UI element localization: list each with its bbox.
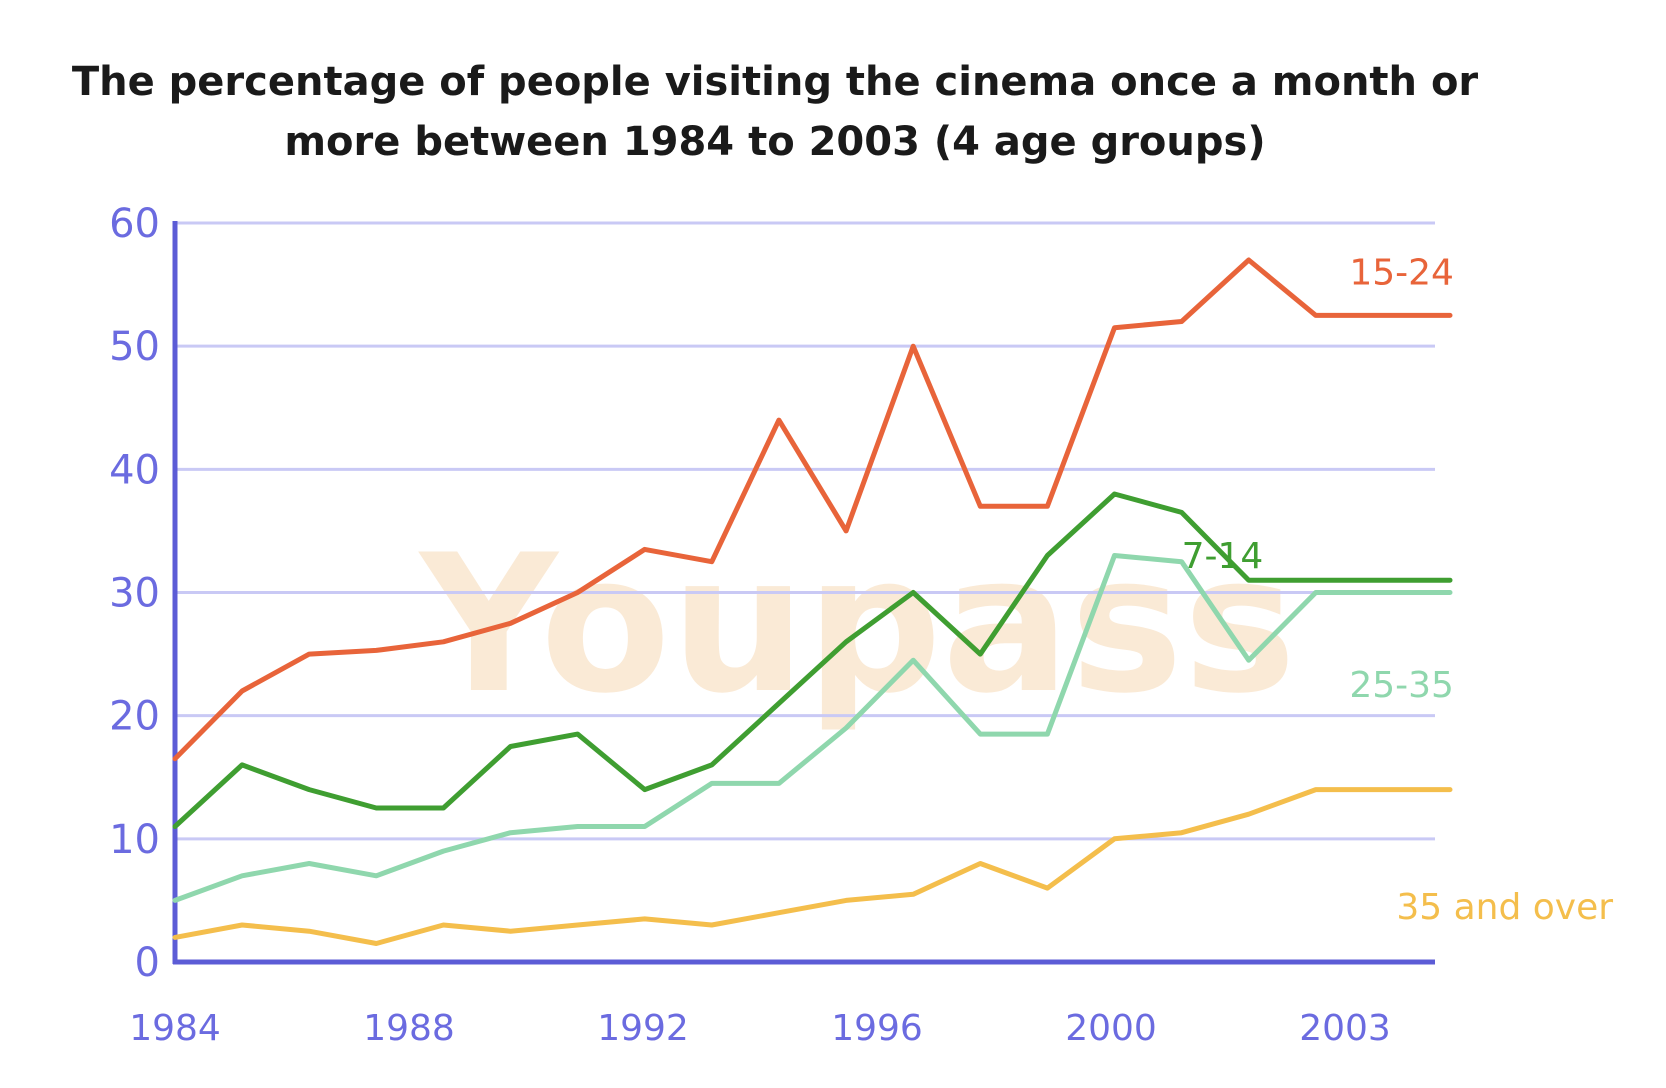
chart-title-line-2: more between 1984 to 2003 (4 age groups) — [284, 119, 1266, 165]
y-tick-label: 0 — [135, 940, 160, 986]
series-line-7-14 — [172, 491, 1453, 829]
x-tick-label: 2003 — [1299, 1008, 1391, 1049]
series-line-15-24 — [172, 257, 1453, 762]
y-tick-label: 20 — [109, 694, 160, 740]
series-label-25-35: 25-35 — [1349, 665, 1454, 706]
series-line-35-and-over — [172, 787, 1453, 946]
y-tick-label: 10 — [109, 817, 160, 863]
series-line-25-35 — [172, 553, 1453, 903]
series-label-7-14: 7-14 — [1182, 536, 1264, 577]
x-tick-label: 2000 — [1065, 1008, 1157, 1049]
x-tick-label: 1996 — [831, 1008, 923, 1049]
y-tick-label: 50 — [109, 324, 160, 370]
y-tick-label: 40 — [109, 447, 160, 493]
y-tick-label: 30 — [109, 571, 160, 617]
x-tick-label: 1988 — [363, 1008, 455, 1049]
x-tick-label: 1992 — [597, 1008, 689, 1049]
watermark-text: Youpass — [418, 514, 1296, 735]
series-label-15-24: 15-24 — [1349, 253, 1454, 294]
y-tick-label: 60 — [109, 201, 160, 247]
x-tick-label: 1984 — [129, 1008, 221, 1049]
chart-title-line-1: The percentage of people visiting the ci… — [71, 59, 1479, 105]
series-label-35-and-over: 35 and over — [1396, 887, 1613, 928]
chart-title: The percentage of people visiting the ci… — [0, 52, 1550, 172]
